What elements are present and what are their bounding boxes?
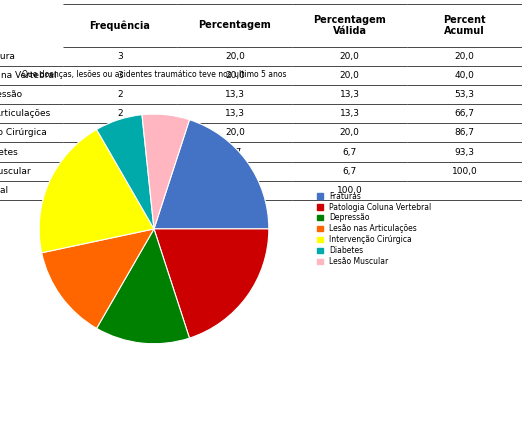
Wedge shape bbox=[142, 114, 189, 229]
Legend: Fraturas, Patologia Coluna Vertebral, Depressão, Lesão nas Articulações, Interve: Fraturas, Patologia Coluna Vertebral, De… bbox=[316, 190, 433, 268]
Wedge shape bbox=[42, 229, 154, 328]
Wedge shape bbox=[154, 229, 269, 338]
Wedge shape bbox=[39, 129, 154, 253]
Wedge shape bbox=[97, 229, 189, 344]
Title: Que doenças, lesões ou acidentes traumático teve nos ultimo 5 anos: Que doenças, lesões ou acidentes traumát… bbox=[22, 70, 286, 79]
Wedge shape bbox=[154, 119, 269, 229]
Wedge shape bbox=[97, 115, 154, 229]
